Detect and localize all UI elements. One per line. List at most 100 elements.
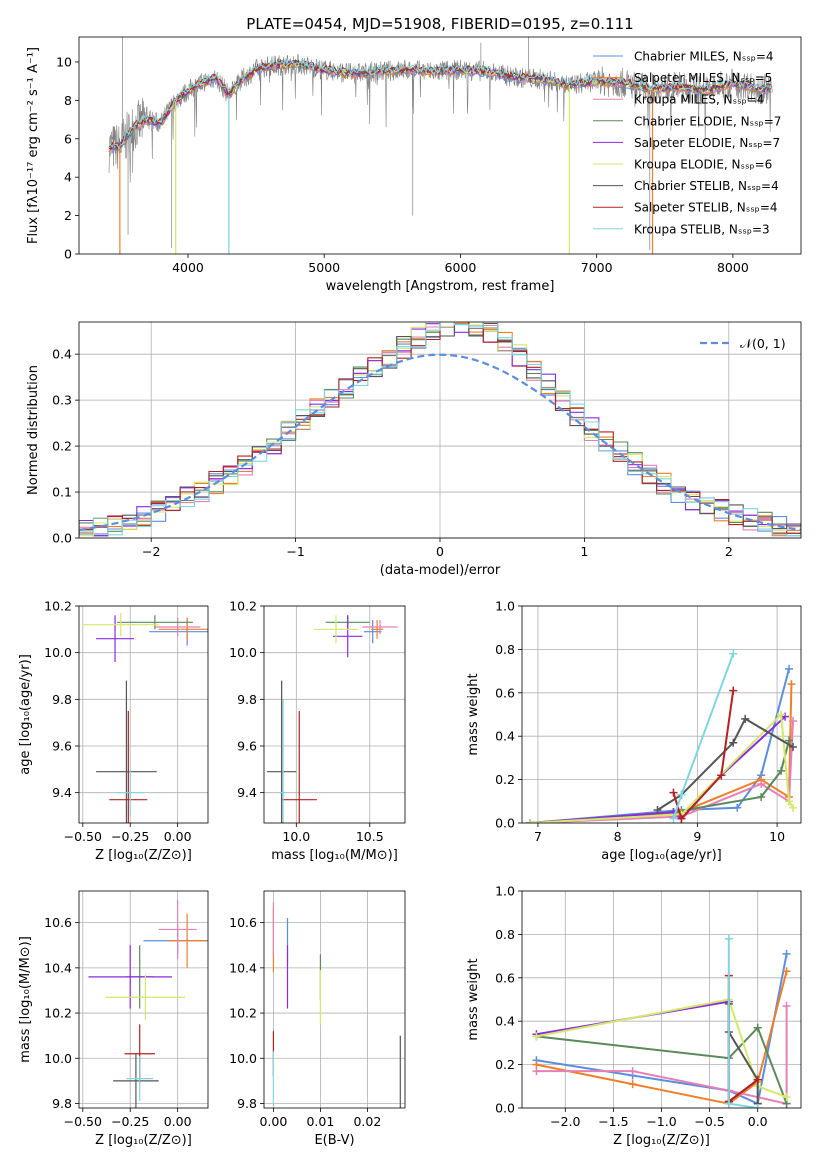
age-vs-Z-ytick-label: 9.4	[52, 785, 72, 800]
age-vs-Z-ytick-label: 9.6	[52, 739, 72, 754]
weight-marker-kroupa-miles	[789, 717, 798, 726]
residuals-ytick-label: 0.3	[52, 393, 72, 408]
weight-vs-Z-xtick-label: −0.5	[694, 1114, 724, 1129]
weight-marker-kroupa-elodie	[532, 1032, 541, 1041]
age-vs-mass-xlabel: mass [log₁₀(M/M⊙)]	[271, 848, 398, 863]
residuals-frame	[78, 321, 802, 539]
weight-vs-Z-xtick-label: 0.0	[748, 1114, 768, 1129]
weight-marker-chabrier-elodie	[777, 766, 786, 775]
age-vs-Z-xlabel: Z [log₁₀(Z/Z⊙)]	[95, 848, 192, 863]
mass-vs-Z-xtick-label: 0.00	[164, 1114, 192, 1129]
spectrum-panel: 4000 5000 6000 7000 8000 0 2 4 6 8 10 wavelength [A…	[26, 36, 802, 294]
age-vs-mass-xtick-label: 10.0	[282, 829, 310, 844]
weight-vs-Z-ytick-label: 1.0	[495, 884, 515, 899]
weight-marker-kroupa-stelib	[669, 814, 678, 823]
age-vs-mass-panel: 10.0 10.5 9.4 9.6 9.8 10.0 10.2 mass [log₁₀(M/M…	[229, 599, 406, 863]
age-vs-mass-plot-area	[266, 615, 398, 823]
model-spectrum-kroupa-stelib	[108, 57, 772, 149]
spectrum-ytick-label: 10	[56, 54, 72, 69]
weight-marker-kroupa-stelib	[753, 1104, 762, 1108]
mass-vs-Z-ytick-label: 10.2	[44, 1006, 72, 1021]
mass-vs-EBV-ytick-label: 10.6	[229, 915, 257, 930]
weight-vs-Z-xtick-label: −1.5	[598, 1114, 628, 1129]
weight-line-kroupa-elodie	[536, 998, 787, 1099]
weight-marker-kroupa-elodie	[782, 1093, 791, 1102]
weight-vs-age-ylabel: mass weight	[466, 673, 481, 755]
spectrum-xtick-label: 7000	[581, 260, 613, 275]
age-vs-Z-ytick-label: 10.2	[44, 599, 72, 614]
weight-vs-age-ytick-label: 0.8	[495, 642, 515, 657]
age-vs-Z-panel: −0.50 −0.25 0.00 9.4 9.6 9.8 10.0 10.2 Z [log₁₀(…	[18, 599, 209, 863]
mass-vs-EBV-ytick-label: 10.0	[229, 1051, 257, 1066]
residuals-xtick-label: 2	[725, 544, 733, 559]
spectrum-xlabel: wavelength [Angstrom, rest frame]	[326, 279, 555, 294]
normal-distribution-curve	[79, 353, 801, 531]
weight-vs-Z-ytick-label: 0.4	[495, 1014, 515, 1029]
residuals-plot-area	[79, 322, 801, 537]
residuals-xtick-label: 0	[436, 544, 444, 559]
weight-marker-salpeter-stelib	[729, 686, 738, 695]
residuals-xtick-label: 1	[580, 544, 588, 559]
weight-marker-kroupa-miles	[628, 1067, 637, 1076]
weight-vs-age-xtick-label: 9	[693, 829, 701, 844]
residuals-ytick-label: 0.2	[52, 439, 72, 454]
legend-label: Chabrier MILES, Nₛₛₚ=4	[634, 50, 774, 64]
weight-marker-kroupa-miles	[782, 1002, 791, 1011]
mass-vs-Z-xtick-label: −0.50	[64, 1114, 102, 1129]
mass-vs-Z-ytick-label: 10.6	[44, 915, 72, 930]
mass-vs-Z-frame	[78, 890, 209, 1109]
spectrum-ytick-label: 4	[64, 170, 72, 185]
mass-vs-EBV-xlabel: E(B-V)	[314, 1133, 354, 1148]
weight-vs-age-ytick-label: 0.4	[495, 729, 515, 744]
residuals-ytick-label: 0.4	[52, 347, 72, 362]
weight-vs-age-plot-area	[525, 649, 798, 823]
residuals-panel: −2 −1 0 1 2 0.0 0.1 0.2 0.3 0.4 (data-model)/error…	[26, 321, 802, 578]
mass-vs-Z-xlabel: Z [log₁₀(Z/Z⊙)]	[95, 1133, 192, 1148]
spectrum-ylabel: Flux [fλ10⁻¹⁷ erg cm⁻² s⁻¹ A⁻¹]	[26, 47, 41, 244]
mass-vs-Z-ytick-label: 10.0	[44, 1051, 72, 1066]
legend-label: 𝒩(0, 1)	[740, 336, 786, 351]
age-vs-Z-xtick-label: 0.00	[164, 829, 192, 844]
weight-marker-chabrier-elodie	[757, 792, 766, 801]
age-vs-Z-xtick-label: −0.50	[64, 829, 102, 844]
legend-label: Chabrier ELODIE, Nₛₛₚ=7	[634, 114, 781, 128]
spectrum-xtick-label: 6000	[445, 260, 477, 275]
weight-vs-age-xtick-label: 10	[769, 829, 785, 844]
weight-vs-Z-frame	[521, 890, 802, 1109]
weight-marker-salpeter-stelib	[753, 1075, 762, 1084]
weight-vs-Z-plot-area	[532, 934, 791, 1108]
mass-vs-EBV-panel: 0.00 0.01 0.02 9.8 10.0 10.2 10.4 10.6 E(B-V)	[229, 890, 406, 1148]
mass-vs-Z-panel: −0.50 −0.25 0.00 9.8 10.0 10.2 10.4 10.6 Z [log₁…	[18, 890, 209, 1148]
weight-vs-age-xlabel: age [log₁₀(age/yr)]	[601, 848, 722, 863]
weight-marker-chabrier-stelib	[789, 743, 798, 752]
weight-marker-kroupa-stelib	[677, 790, 686, 799]
residuals-xtick-label: −1	[286, 544, 304, 559]
mass-vs-Z-plot-area	[88, 900, 208, 1108]
age-vs-Z-ylabel: age [log₁₀(age/yr)]	[18, 654, 33, 775]
legend-label: Salpeter MILES, Nₛₛₚ=5	[634, 71, 772, 85]
age-vs-mass-ytick-label: 10.0	[229, 645, 257, 660]
mass-vs-EBV-ytick-label: 9.8	[237, 1096, 257, 1111]
weight-vs-Z-ytick-label: 0.2	[495, 1057, 515, 1072]
mass-vs-EBV-ytick-label: 10.2	[229, 1006, 257, 1021]
figure-title: PLATE=0454, MJD=51908, FIBERID=0195, z=0…	[246, 15, 633, 33]
weight-marker-chabrier-elodie	[785, 736, 794, 745]
legend-label: Salpeter STELIB, Nₛₛₚ=4	[634, 201, 778, 215]
spectrum-frame	[78, 36, 802, 255]
weight-marker-chabrier-miles	[785, 664, 794, 673]
weight-marker-salpeter-miles	[628, 1080, 637, 1089]
mass-vs-Z-ytick-label: 10.4	[44, 960, 72, 975]
spectrum-legend: Chabrier MILES, Nₛₛₚ=4 Salpeter MILES, Nₛ…	[593, 50, 781, 236]
mass-vs-EBV-frame	[263, 890, 406, 1109]
spectrum-plot-area	[108, 37, 773, 254]
weight-marker-salpeter-miles	[782, 967, 791, 976]
weight-vs-Z-xtick-label: −1.0	[646, 1114, 676, 1129]
age-vs-mass-ytick-label: 9.4	[237, 785, 257, 800]
weight-vs-age-xtick-label: 7	[534, 829, 542, 844]
residual-histogram-kroupa-stelib	[79, 322, 801, 537]
weight-vs-Z-ylabel: mass weight	[466, 958, 481, 1040]
residuals-xlabel: (data-model)/error	[380, 563, 501, 578]
weight-vs-Z-xlabel: Z [log₁₀(Z/Z⊙)]	[613, 1133, 710, 1148]
legend-label: Kroupa ELODIE, Nₛₛₚ=6	[634, 158, 772, 172]
